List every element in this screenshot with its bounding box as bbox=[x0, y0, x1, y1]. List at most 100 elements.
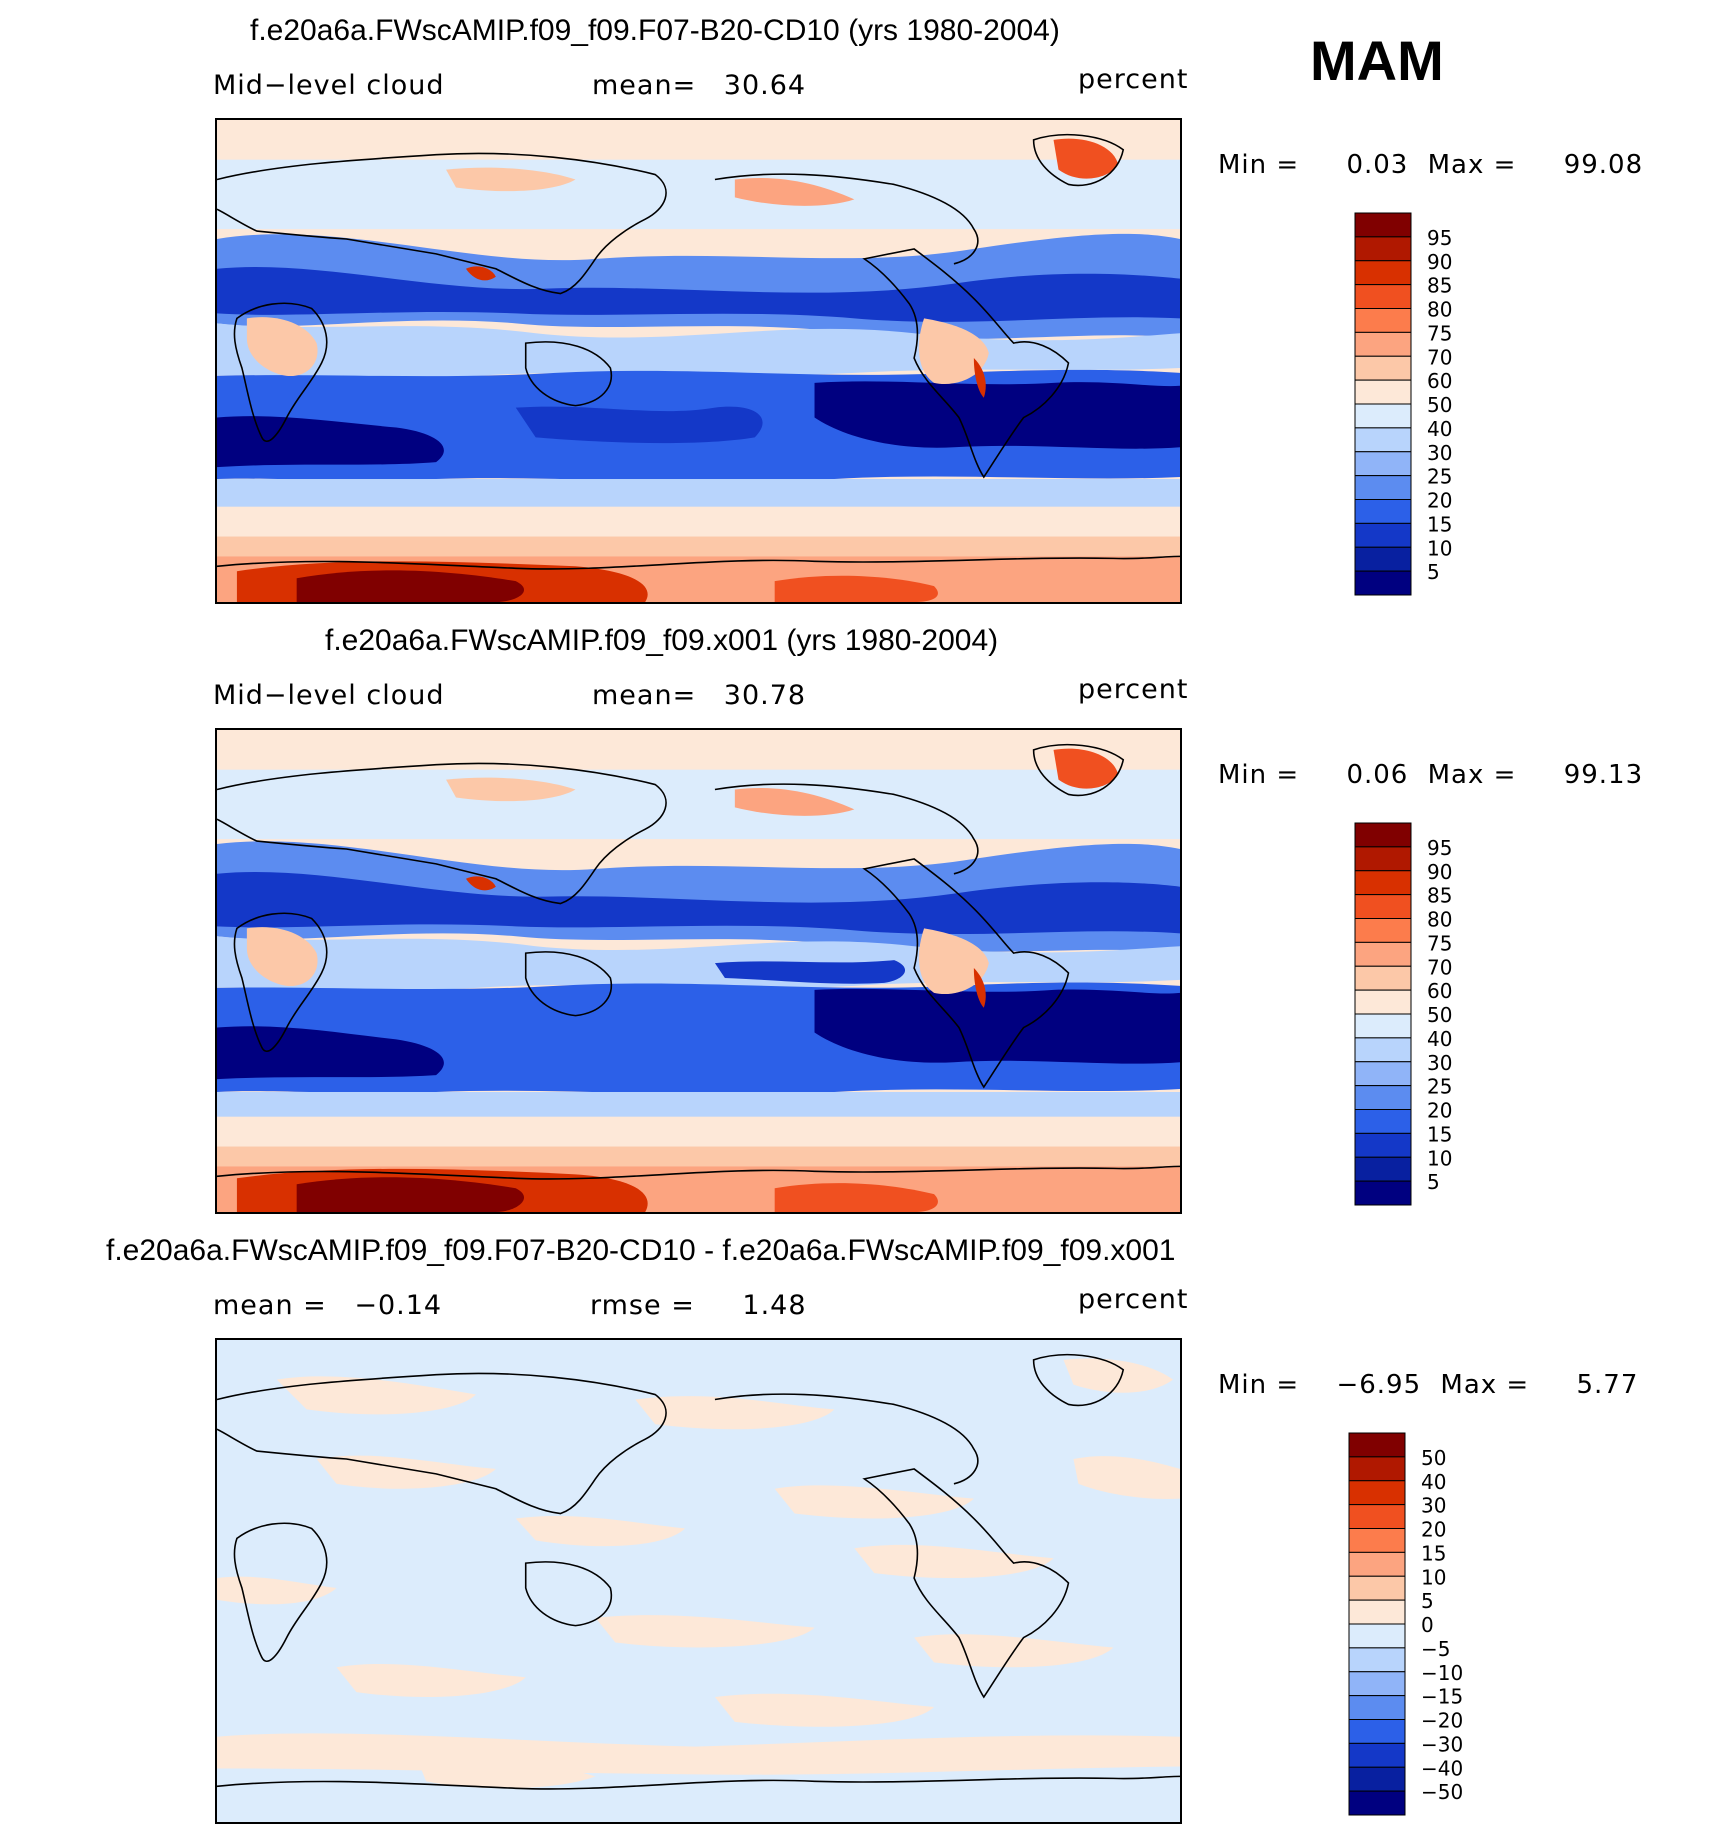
colorbar-swatch bbox=[1354, 236, 1412, 262]
colorbar-tick-label: 30 bbox=[1427, 441, 1452, 465]
colorbar-swatch bbox=[1354, 355, 1412, 381]
colorbar-tick-label: 60 bbox=[1427, 979, 1452, 1003]
colorbar-swatch bbox=[1354, 918, 1412, 943]
panel2-units: percent bbox=[1078, 674, 1189, 705]
colorbar-tick-label: 40 bbox=[1427, 417, 1452, 441]
panel2-min-value: 0.06 bbox=[1346, 760, 1409, 790]
colorbar-swatch bbox=[1354, 965, 1412, 991]
colorbar-swatch bbox=[1354, 989, 1412, 1015]
colorbar-tick-label: 85 bbox=[1427, 274, 1452, 298]
colorbar-swatch bbox=[1348, 1551, 1406, 1577]
colorbar-tick-label: 80 bbox=[1427, 298, 1452, 322]
panel2-mean-text: mean= bbox=[592, 680, 697, 711]
colorbar-tick-label: 75 bbox=[1427, 931, 1452, 955]
colorbar-tick-label: 10 bbox=[1427, 536, 1452, 560]
colorbar-tick-label: 30 bbox=[1421, 1494, 1446, 1518]
panel1-map-svg bbox=[217, 120, 1180, 602]
panel2-map bbox=[215, 728, 1182, 1214]
panel3-rmse-value: 1.48 bbox=[742, 1290, 807, 1321]
colorbar-tick-label: 15 bbox=[1421, 1541, 1446, 1565]
colorbar-swatch bbox=[1348, 1623, 1406, 1649]
panel1-mean-label: mean= 30.64 bbox=[592, 70, 806, 101]
colorbar-tick-label: 25 bbox=[1427, 1075, 1452, 1099]
colorbar-swatch bbox=[1354, 1061, 1412, 1087]
colorbar-swatch bbox=[1354, 427, 1412, 453]
colorbar-tick-label: −50 bbox=[1421, 1780, 1463, 1804]
colorbar-swatch bbox=[1354, 570, 1412, 596]
colorbar-swatch bbox=[1348, 1599, 1406, 1625]
panel1-mean-text: mean= bbox=[592, 70, 697, 101]
colorbar-tick-label: −15 bbox=[1421, 1685, 1463, 1709]
colorbar-tick-label: 20 bbox=[1427, 1099, 1452, 1123]
colorbar-swatch bbox=[1348, 1504, 1406, 1529]
colorbar-tick-label: 70 bbox=[1427, 955, 1452, 979]
colorbar-swatch bbox=[1354, 475, 1412, 500]
colorbar-swatch bbox=[1354, 260, 1412, 286]
colorbar-tick-label: 15 bbox=[1427, 512, 1452, 536]
panel3-map bbox=[215, 1338, 1182, 1824]
panel1-map bbox=[215, 118, 1182, 604]
season-label: MAM bbox=[1310, 29, 1444, 92]
panel1-mean-value: 30.64 bbox=[723, 70, 807, 101]
colorbar-swatch bbox=[1354, 870, 1412, 896]
colorbar-tick-label: −10 bbox=[1421, 1661, 1463, 1685]
panel1-min-label: Min = bbox=[1218, 150, 1300, 180]
colorbar-swatch bbox=[1348, 1695, 1406, 1720]
panel1-title: f.e20a6a.FWscAMIP.f09_f09.F07-B20-CD10 (… bbox=[250, 14, 1060, 47]
panel3-map-svg bbox=[217, 1340, 1180, 1822]
colorbar-tick-label: 5 bbox=[1427, 560, 1440, 584]
colorbar-tick-label: 95 bbox=[1427, 226, 1452, 250]
panel3-min-max: Min = −6.95 Max = 5.77 bbox=[1218, 1370, 1638, 1400]
colorbar-swatch bbox=[1348, 1480, 1406, 1506]
panel3-units: percent bbox=[1078, 1284, 1189, 1315]
panel2-map-svg bbox=[217, 730, 1180, 1212]
colorbar-tick-label: −5 bbox=[1421, 1637, 1450, 1661]
colorbar-tick-label: 5 bbox=[1421, 1589, 1434, 1613]
colorbar-swatch bbox=[1354, 1085, 1412, 1110]
colorbar-swatch bbox=[1354, 1132, 1412, 1158]
panel2-max-value: 99.13 bbox=[1563, 760, 1644, 790]
colorbar-swatch bbox=[1354, 1109, 1412, 1134]
colorbar-swatch bbox=[1354, 1156, 1412, 1182]
colorbar-swatch bbox=[1354, 284, 1412, 309]
colorbar-tick-label: −40 bbox=[1421, 1756, 1463, 1780]
panel2-min-label: Min = bbox=[1218, 760, 1300, 790]
panel2-max-label: Max = bbox=[1427, 760, 1517, 790]
colorbar-tick-label: 50 bbox=[1421, 1446, 1446, 1470]
panel3-mean-value: −0.14 bbox=[354, 1290, 443, 1321]
colorbar-tick-label: 0 bbox=[1421, 1613, 1434, 1637]
panel2-mean-value: 30.78 bbox=[723, 680, 807, 711]
colorbar-swatch bbox=[1348, 1719, 1406, 1744]
colorbar-swatch bbox=[1348, 1671, 1406, 1697]
colorbar-tick-label: 10 bbox=[1427, 1146, 1452, 1170]
panel3-mean-label: mean = −0.14 bbox=[213, 1290, 442, 1321]
panel1-min-max: Min = 0.03 Max = 99.08 bbox=[1218, 150, 1643, 180]
colorbar-tick-label: −30 bbox=[1421, 1732, 1463, 1756]
panel2-variable-label: Mid−level cloud bbox=[213, 680, 445, 711]
panel1-variable-label: Mid−level cloud bbox=[213, 70, 445, 101]
colorbar-swatch bbox=[1354, 846, 1412, 872]
colorbar-tick-label: 70 bbox=[1427, 345, 1452, 369]
colorbar-tick-label: −20 bbox=[1421, 1709, 1463, 1733]
colorbar-swatch bbox=[1354, 331, 1412, 357]
panel3-rmse-text: rmse = bbox=[590, 1290, 695, 1321]
panel3-min-label: Min = bbox=[1218, 1370, 1300, 1400]
colorbar-tick-label: 75 bbox=[1427, 321, 1452, 345]
colorbar-tick-label: 20 bbox=[1427, 489, 1452, 513]
colorbar-tick-label: 40 bbox=[1421, 1470, 1446, 1494]
colorbar-swatch bbox=[1348, 1528, 1406, 1553]
colorbar-tick-label: 50 bbox=[1427, 393, 1452, 417]
colorbar-swatch bbox=[1354, 499, 1412, 524]
panel3-mean-text: mean = bbox=[213, 1290, 327, 1321]
colorbar-swatch bbox=[1354, 894, 1412, 919]
panel1-max-value: 99.08 bbox=[1563, 150, 1644, 180]
colorbar-tick-label: 90 bbox=[1427, 250, 1452, 274]
panel3-max-label: Max = bbox=[1440, 1370, 1530, 1400]
panel3-rmse-label: rmse = 1.48 bbox=[590, 1290, 807, 1321]
panel1-min-value: 0.03 bbox=[1346, 150, 1409, 180]
colorbar-tick-label: 25 bbox=[1427, 465, 1452, 489]
colorbar-swatch bbox=[1354, 1037, 1412, 1063]
colorbar-swatch bbox=[1348, 1790, 1406, 1816]
